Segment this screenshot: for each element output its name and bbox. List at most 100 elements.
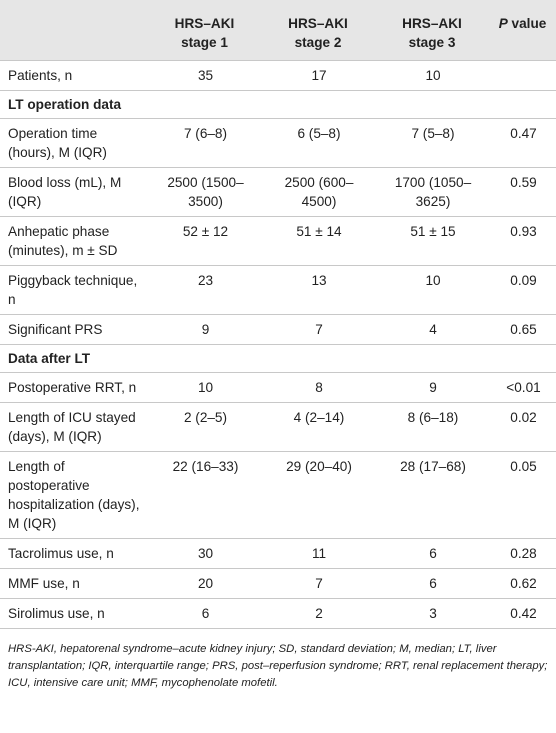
cell-text: 0.42 [510,606,537,621]
cell-text: 22 (16–33) [172,459,239,474]
cell: 3 [375,598,489,629]
cell: 7 [261,568,375,599]
data-row: Operation time (hours), M (IQR) 7 (6–8) 6 … [0,118,556,168]
cell: 2 (2–5) [148,402,261,452]
data-row: Length of postoperative hospitalization … [0,451,556,539]
cell: 1700 (1050–3625) [375,167,489,217]
header-text: stage 2 [294,35,342,50]
cell: 22 (16–33) [148,451,261,539]
cell: 6 [375,538,489,569]
header-cell: HRS–AKI stage 2 [261,0,375,61]
cell-text: 0.02 [510,410,537,425]
cell-text: 35 [197,68,214,83]
cell: 0.09 [489,265,556,315]
data-row: Significant PRS 9 7 4 0.65 [0,314,556,345]
data-row: Blood loss (mL), M (IQR) 2500 (1500–3500)… [0,167,556,217]
cell-text: 28 (17–68) [400,459,466,474]
cell: 7 (6–8) [148,118,261,168]
cell: 2 [261,598,375,629]
cell-text: 10 [425,273,441,288]
header-text: value [511,16,547,31]
cell: 6 (5–8) [261,118,375,168]
cell: 11 [261,538,375,569]
cell-text: 51 ± 15 [410,224,456,239]
cell-text: 8 (6–18) [407,410,459,425]
cell-text: <0.01 [506,380,541,395]
cell: 52 ± 12 [148,216,261,266]
cell-text: 52 ± 12 [182,224,229,239]
cell: 0.59 [489,167,556,217]
row-label: Patients, n [0,60,148,91]
cell-text: 0.28 [510,546,537,561]
cell: 0.47 [489,118,556,168]
cell: 51 ± 15 [375,216,489,266]
cell-text: 9 [201,322,210,337]
cell: 2500 (1500–3500) [148,167,261,217]
section-label: LT operation data [0,90,556,119]
cell: 4 [375,314,489,345]
data-row: Patients, n 35 17 10 [0,60,556,91]
cell-text: 0.93 [510,224,537,239]
cell: 0.62 [489,568,556,599]
cell-text: 6 [201,606,210,621]
cell [489,60,556,91]
cell: 13 [261,265,375,315]
cell-text: 51 ± 14 [296,224,342,239]
cell-text: 0.09 [510,273,537,288]
cell: 2500 (600–4500) [261,167,375,217]
header-text: P [498,16,508,31]
header-text: stage 1 [181,35,228,50]
cell-text: 10 [425,68,441,83]
header-row: HRS–AKI stage 1 HRS–AKI stage 2 HRS–AKI stage… [0,0,556,61]
cell: 17 [261,60,375,91]
cell-text: 7 [315,322,323,337]
row-label: Sirolimus use, n [0,598,148,629]
cell: 6 [148,598,261,629]
cell: 20 [148,568,261,599]
cell: 10 [375,265,489,315]
cell-text: 0.65 [510,322,537,337]
table-body: Patients, n 35 17 10 LT operation data Operat… [0,60,556,629]
header-cell: P value [489,0,556,61]
section-row: LT operation data [0,90,556,119]
footnote: HRS-AKI, hepatorenal syndrome–acute kidn… [8,643,548,689]
cell-text: 4 (2–14) [293,410,345,425]
cell: 23 [148,265,261,315]
cell: 8 [261,372,375,403]
cell-text: 9 [429,380,437,395]
cell-text: 30 [197,546,214,561]
cell-text: 6 (5–8) [297,126,341,141]
cell: 51 ± 14 [261,216,375,266]
cell-text: 0.47 [510,126,537,141]
cell: 10 [375,60,489,91]
cell-text: 1700 (1050–3625) [394,175,472,209]
cell: 0.28 [489,538,556,569]
cell: 30 [148,538,261,569]
data-row: Length of ICU stayed (days), M (IQR) 2 (2… [0,402,556,452]
cell-text: 0.05 [510,459,537,474]
row-label: Operation time (hours), M (IQR) [0,118,148,168]
cell: 28 (17–68) [375,451,489,539]
row-label: Postoperative RRT, n [0,372,148,403]
cell: 4 (2–14) [261,402,375,452]
cell: 0.42 [489,598,556,629]
row-label: Blood loss (mL), M (IQR) [0,167,148,217]
cell: 0.65 [489,314,556,345]
row-label: Length of ICU stayed (days), M (IQR) [0,402,148,452]
cell: 29 (20–40) [261,451,375,539]
cell-text: 29 (20–40) [286,459,352,474]
cell-text: 2 (2–5) [183,410,228,425]
data-row: Tacrolimus use, n 30 11 6 0.28 [0,538,556,569]
cell-text: 6 [429,576,437,591]
row-label: Piggyback technique, n [0,265,148,315]
cell-text: 23 [197,273,214,288]
header-cell [0,0,148,61]
header-text: HRS–AKI [174,16,235,31]
cell: 0.02 [489,402,556,452]
cell-text: 10 [197,380,214,395]
cell-text: 2500 (600–4500) [284,175,354,209]
cell-text: 7 (5–8) [411,126,455,141]
cell: <0.01 [489,372,556,403]
cell: 7 (5–8) [375,118,489,168]
